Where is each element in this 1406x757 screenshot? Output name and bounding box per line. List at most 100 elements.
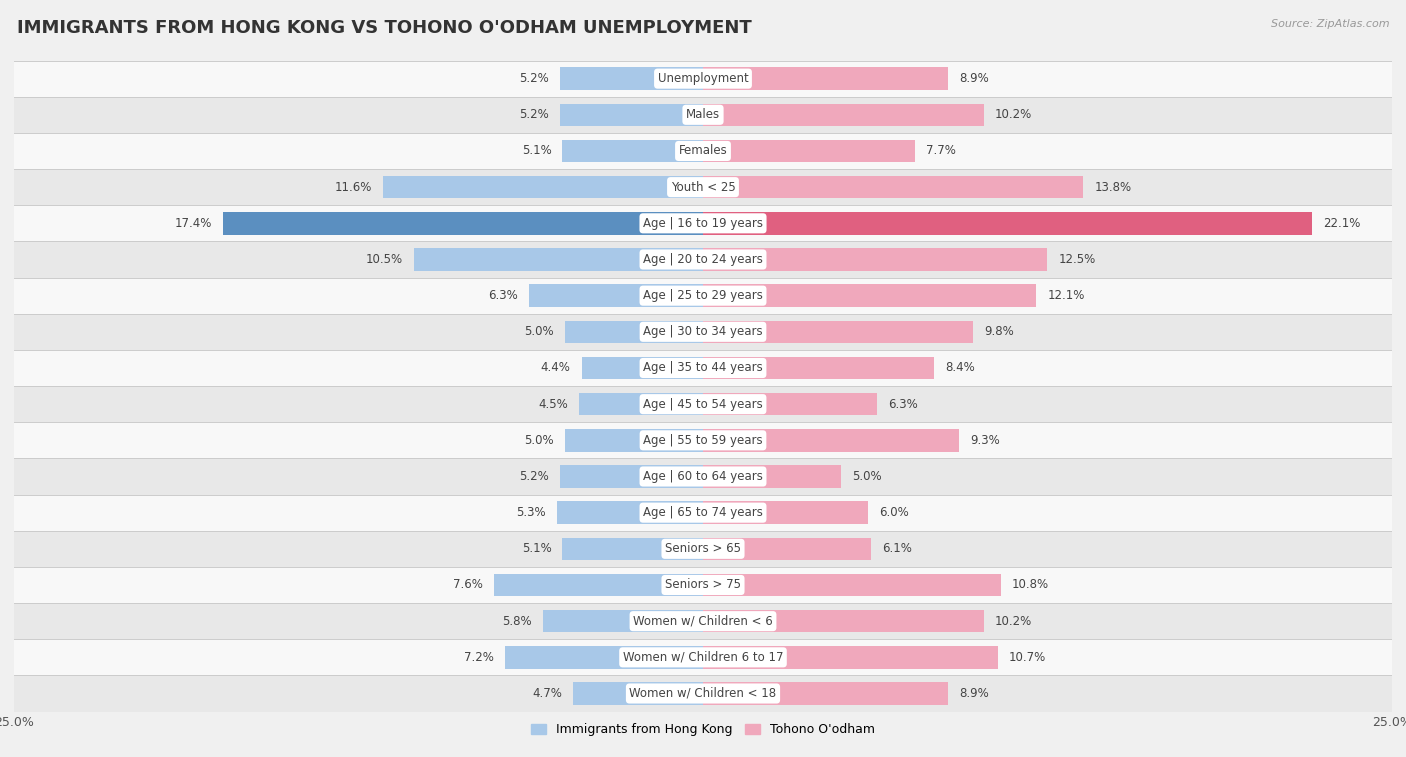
Text: Age | 65 to 74 years: Age | 65 to 74 years: [643, 506, 763, 519]
Bar: [560, 466, 703, 488]
Text: 12.5%: 12.5%: [1059, 253, 1095, 266]
Bar: [574, 682, 703, 705]
Text: 6.3%: 6.3%: [887, 397, 917, 410]
Bar: [14, 422, 1392, 459]
Text: Age | 45 to 54 years: Age | 45 to 54 years: [643, 397, 763, 410]
Text: 5.3%: 5.3%: [516, 506, 546, 519]
Text: 10.7%: 10.7%: [1010, 651, 1046, 664]
Text: 8.9%: 8.9%: [959, 72, 988, 85]
Bar: [14, 313, 1392, 350]
Bar: [703, 248, 1047, 271]
Bar: [530, 285, 703, 307]
Text: 11.6%: 11.6%: [335, 181, 373, 194]
Bar: [703, 321, 973, 343]
Bar: [14, 386, 1392, 422]
Bar: [224, 212, 703, 235]
Text: Age | 30 to 34 years: Age | 30 to 34 years: [643, 326, 763, 338]
Text: Women w/ Children 6 to 17: Women w/ Children 6 to 17: [623, 651, 783, 664]
Text: Age | 55 to 59 years: Age | 55 to 59 years: [643, 434, 763, 447]
Bar: [14, 639, 1392, 675]
Text: 9.3%: 9.3%: [970, 434, 1000, 447]
Text: 7.6%: 7.6%: [453, 578, 482, 591]
Bar: [14, 350, 1392, 386]
Text: 8.9%: 8.9%: [959, 687, 988, 700]
Bar: [703, 501, 869, 524]
Bar: [579, 393, 703, 416]
Bar: [562, 140, 703, 162]
Text: IMMIGRANTS FROM HONG KONG VS TOHONO O'ODHAM UNEMPLOYMENT: IMMIGRANTS FROM HONG KONG VS TOHONO O'OD…: [17, 19, 752, 37]
Bar: [565, 321, 703, 343]
Bar: [413, 248, 703, 271]
Text: 7.2%: 7.2%: [464, 651, 494, 664]
Bar: [703, 429, 959, 451]
Bar: [703, 357, 935, 379]
Bar: [703, 67, 948, 90]
Text: Males: Males: [686, 108, 720, 121]
Bar: [703, 574, 1001, 597]
Bar: [565, 429, 703, 451]
Text: 10.5%: 10.5%: [366, 253, 402, 266]
Text: 5.8%: 5.8%: [502, 615, 531, 628]
Text: 12.1%: 12.1%: [1047, 289, 1085, 302]
Text: 5.0%: 5.0%: [852, 470, 882, 483]
Text: Source: ZipAtlas.com: Source: ZipAtlas.com: [1271, 19, 1389, 29]
Text: Women w/ Children < 6: Women w/ Children < 6: [633, 615, 773, 628]
Text: 5.1%: 5.1%: [522, 542, 551, 556]
Text: 6.3%: 6.3%: [489, 289, 519, 302]
Bar: [582, 357, 703, 379]
Bar: [703, 466, 841, 488]
Text: 5.0%: 5.0%: [524, 434, 554, 447]
Bar: [703, 176, 1083, 198]
Text: Age | 25 to 29 years: Age | 25 to 29 years: [643, 289, 763, 302]
Bar: [14, 278, 1392, 313]
Bar: [14, 205, 1392, 241]
Text: 17.4%: 17.4%: [176, 217, 212, 230]
Bar: [14, 603, 1392, 639]
Text: Age | 60 to 64 years: Age | 60 to 64 years: [643, 470, 763, 483]
Bar: [505, 646, 703, 668]
Bar: [703, 537, 872, 560]
Bar: [703, 104, 984, 126]
Bar: [14, 169, 1392, 205]
Bar: [14, 567, 1392, 603]
Text: 5.0%: 5.0%: [524, 326, 554, 338]
Bar: [14, 531, 1392, 567]
Text: 7.7%: 7.7%: [927, 145, 956, 157]
Bar: [703, 646, 998, 668]
Text: 13.8%: 13.8%: [1094, 181, 1132, 194]
Text: 10.2%: 10.2%: [995, 615, 1032, 628]
Bar: [14, 459, 1392, 494]
Bar: [14, 61, 1392, 97]
Bar: [703, 285, 1036, 307]
Text: Youth < 25: Youth < 25: [671, 181, 735, 194]
Text: Unemployment: Unemployment: [658, 72, 748, 85]
Bar: [14, 675, 1392, 712]
Text: Age | 16 to 19 years: Age | 16 to 19 years: [643, 217, 763, 230]
Bar: [703, 610, 984, 632]
Bar: [703, 682, 948, 705]
Text: Seniors > 65: Seniors > 65: [665, 542, 741, 556]
Bar: [14, 97, 1392, 133]
Legend: Immigrants from Hong Kong, Tohono O'odham: Immigrants from Hong Kong, Tohono O'odha…: [526, 718, 880, 741]
Text: 6.0%: 6.0%: [879, 506, 910, 519]
Text: 5.2%: 5.2%: [519, 470, 548, 483]
Bar: [384, 176, 703, 198]
Bar: [14, 494, 1392, 531]
Text: 4.4%: 4.4%: [541, 362, 571, 375]
Bar: [560, 67, 703, 90]
Text: Seniors > 75: Seniors > 75: [665, 578, 741, 591]
Text: 22.1%: 22.1%: [1323, 217, 1361, 230]
Text: 6.1%: 6.1%: [882, 542, 912, 556]
Bar: [14, 241, 1392, 278]
Text: 5.1%: 5.1%: [522, 145, 551, 157]
Text: Age | 20 to 24 years: Age | 20 to 24 years: [643, 253, 763, 266]
Text: 9.8%: 9.8%: [984, 326, 1014, 338]
Text: Females: Females: [679, 145, 727, 157]
Text: 4.7%: 4.7%: [533, 687, 562, 700]
Bar: [703, 212, 1312, 235]
Bar: [557, 501, 703, 524]
Text: Age | 35 to 44 years: Age | 35 to 44 years: [643, 362, 763, 375]
Text: 10.8%: 10.8%: [1012, 578, 1049, 591]
Bar: [560, 104, 703, 126]
Bar: [703, 393, 876, 416]
